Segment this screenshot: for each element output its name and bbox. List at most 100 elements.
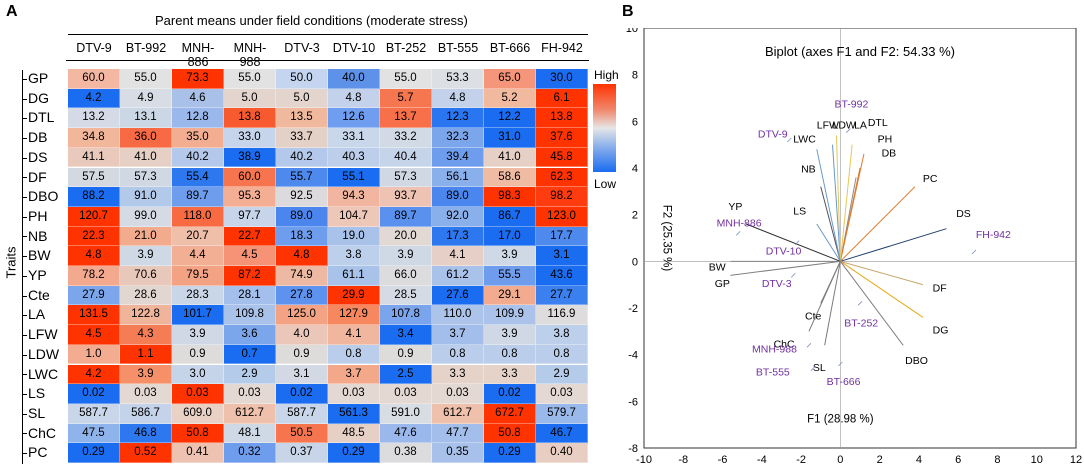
x-tick-label: -4 bbox=[757, 454, 767, 466]
heatmap-cell: 107.8 bbox=[380, 305, 432, 326]
heatmap-cell: 50.0 bbox=[276, 69, 328, 89]
heatmap-cell: 60.0 bbox=[224, 167, 276, 188]
heatmap-cell: 0.7 bbox=[224, 344, 276, 365]
heatmap-cell: 586.7 bbox=[120, 403, 172, 424]
heatmap-cell: 579.7 bbox=[536, 403, 588, 424]
trait-label: GP bbox=[28, 70, 49, 86]
genotype-label: DTV-10 bbox=[766, 245, 802, 257]
x-tick-label: -2 bbox=[796, 454, 806, 466]
trait-label: PC bbox=[28, 444, 48, 461]
heatmap-cell: 40.3 bbox=[328, 147, 380, 168]
x-axis-label: F1 (28.98 %) bbox=[807, 413, 874, 425]
heatmap-cell: 94.3 bbox=[328, 187, 380, 207]
trait-label: YP bbox=[28, 267, 47, 283]
heatmap-cell: 33.0 bbox=[224, 128, 276, 148]
heatmap-cell: 3.9 bbox=[484, 325, 536, 345]
trait-label: ChC bbox=[28, 424, 57, 441]
y-tick-label: 2 bbox=[632, 210, 638, 222]
y-tick-label: 6 bbox=[632, 116, 638, 128]
heatmap-cell: 47.6 bbox=[380, 423, 432, 444]
heatmap-cell: 40.2 bbox=[172, 147, 224, 168]
heatmap-cell: 4.1 bbox=[432, 246, 484, 266]
trait-vector-label: YP bbox=[728, 201, 742, 213]
x-tick-label: -10 bbox=[636, 454, 652, 466]
heatmap-cell: 0.52 bbox=[120, 443, 172, 463]
heatmap-cell: 3.1 bbox=[276, 364, 328, 385]
heatmap-cell: 0.03 bbox=[380, 384, 432, 404]
heatmap-cell: 20.0 bbox=[380, 226, 432, 247]
heatmap-cell: 40.4 bbox=[380, 147, 432, 168]
trait-tick bbox=[22, 98, 27, 100]
heatmap-cell: 12.2 bbox=[484, 108, 536, 129]
heatmap-cell: 29.9 bbox=[328, 285, 380, 306]
trait-vector bbox=[816, 149, 841, 262]
heatmap-cell: 97.7 bbox=[224, 206, 276, 227]
heatmap-cell: 22.7 bbox=[224, 226, 276, 247]
heatmap-cell: 41.0 bbox=[484, 147, 536, 168]
heatmap-cell: 12.6 bbox=[328, 108, 380, 129]
column-header: MNH-886 bbox=[181, 41, 215, 69]
x-tick-label: 6 bbox=[955, 454, 961, 466]
heatmap-cell: 98.2 bbox=[536, 187, 588, 207]
y-tick-label: -8 bbox=[628, 443, 638, 455]
column-header: DTV-10 bbox=[332, 41, 376, 55]
heatmap-cell: 0.35 bbox=[432, 443, 484, 463]
trait-vector-label: DF bbox=[933, 283, 947, 295]
heatmap-cell: 3.3 bbox=[432, 364, 484, 385]
trait-vector-label: LA bbox=[854, 119, 867, 131]
heatmap-cell: 0.03 bbox=[328, 384, 380, 404]
heatmap-cell: 127.9 bbox=[328, 305, 380, 326]
heatmap-cell: 0.41 bbox=[172, 443, 224, 463]
heatmap-cell: 0.29 bbox=[68, 443, 120, 463]
trait-vector bbox=[839, 261, 904, 346]
heatmap-cell: 50.5 bbox=[276, 423, 328, 444]
heatmap-cell: 3.9 bbox=[484, 246, 536, 266]
heatmap-cell: 87.2 bbox=[224, 266, 276, 286]
heatmap-cell: 61.2 bbox=[432, 266, 484, 286]
heatmap-cell: 58.6 bbox=[484, 167, 536, 188]
trait-vector bbox=[808, 261, 841, 332]
trait-vector bbox=[835, 135, 841, 262]
heatmap-cell: 38.9 bbox=[224, 147, 276, 168]
heatmap-cell: 0.03 bbox=[120, 384, 172, 404]
trait-vector-label: GP bbox=[715, 278, 730, 290]
heatmap-cell: 32.3 bbox=[432, 128, 484, 148]
heatmap-cell: 34.8 bbox=[68, 128, 120, 148]
legend-low-label: Low bbox=[594, 177, 617, 191]
heatmap-cell: 122.8 bbox=[120, 305, 172, 326]
heatmap-cell: 55.0 bbox=[120, 69, 172, 89]
genotype-label: MNH-886 bbox=[717, 217, 762, 229]
heatmap-cell: 35.0 bbox=[172, 128, 224, 148]
genotype-label: MNH-988 bbox=[752, 343, 797, 355]
trait-vector bbox=[839, 153, 865, 262]
y-tick-label: 10 bbox=[626, 28, 638, 35]
heatmap-cell: 3.3 bbox=[484, 364, 536, 385]
heatmap-cell: 91.0 bbox=[120, 187, 172, 207]
heatmap-cell: 4.3 bbox=[120, 325, 172, 345]
genotype-point bbox=[787, 137, 792, 143]
trait-vector bbox=[820, 186, 841, 262]
genotype-point bbox=[806, 343, 812, 348]
heatmap-cell: 3.8 bbox=[536, 325, 588, 345]
heatmap-cell: 3.9 bbox=[120, 364, 172, 385]
heatmap-cell: 99.0 bbox=[120, 206, 172, 227]
trait-tick bbox=[22, 157, 27, 159]
heatmap-cell: 120.7 bbox=[68, 206, 120, 227]
heatmap-cell: 27.8 bbox=[276, 285, 328, 306]
heatmap-cell: 27.7 bbox=[536, 285, 588, 306]
heatmap-cell: 17.7 bbox=[536, 226, 588, 247]
heatmap-cell: 4.8 bbox=[328, 88, 380, 109]
trait-label: DG bbox=[28, 89, 49, 106]
heatmap-cell: 40.2 bbox=[276, 147, 328, 168]
heatmap-cell: 4.5 bbox=[224, 246, 276, 266]
heatmap-cell: 40.0 bbox=[328, 69, 380, 89]
heatmap-cell: 0.32 bbox=[224, 443, 276, 463]
trait-vector-label: LFW bbox=[817, 119, 839, 131]
heatmap-cell: 33.7 bbox=[276, 128, 328, 148]
heatmap-cell: 36.0 bbox=[120, 128, 172, 148]
trait-tick bbox=[22, 137, 27, 139]
column-header: BT-252 bbox=[385, 41, 427, 55]
y-tick-label: 8 bbox=[632, 70, 638, 82]
heatmap-cell: 61.1 bbox=[328, 266, 380, 286]
x-tick-label: -6 bbox=[718, 454, 728, 466]
